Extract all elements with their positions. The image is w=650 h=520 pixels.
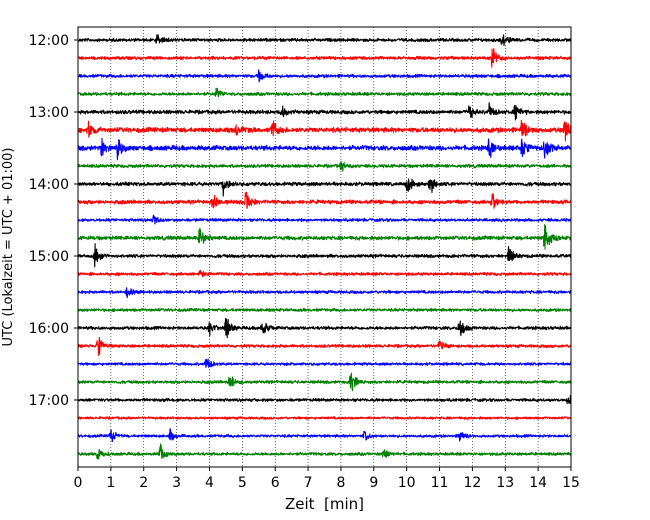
x-tick-label: 9 — [369, 475, 378, 491]
trace-line — [77, 214, 572, 225]
trace-line — [77, 428, 572, 442]
y-tick-label: 17:00 — [29, 393, 69, 409]
trace-line — [77, 243, 572, 268]
y-tick-label: 12:00 — [29, 33, 69, 49]
trace-line — [77, 34, 572, 47]
x-tick-label: 11 — [431, 475, 449, 491]
x-tick-label: 0 — [74, 475, 83, 491]
x-tick-label: 4 — [205, 475, 214, 491]
trace-line — [77, 307, 572, 313]
y-tick-label: 16:00 — [29, 321, 69, 337]
trace-line — [77, 178, 572, 197]
trace-line — [77, 119, 572, 142]
x-axis-label: Zeit [min] — [285, 495, 364, 513]
x-tick-label: 10 — [398, 475, 416, 491]
trace-line — [77, 443, 572, 460]
seismogram-traces — [77, 34, 572, 460]
x-tick-label: 1 — [106, 475, 115, 491]
x-axis-ticks: 0 1 2 3 4 5 6 7 8 9 10 11 12 13 14 15 — [74, 467, 580, 491]
trace-line — [77, 416, 572, 420]
x-tick-label: 13 — [496, 475, 514, 491]
trace-line — [77, 395, 572, 405]
trace-line — [77, 358, 572, 368]
trace-line — [77, 48, 572, 68]
x-tick-label: 5 — [238, 475, 247, 491]
trace-line — [77, 102, 572, 121]
trace-line — [77, 317, 572, 339]
trace-line — [77, 161, 572, 172]
x-tick-label: 8 — [336, 475, 345, 491]
x-tick-label: 12 — [463, 475, 481, 491]
plot-background — [78, 27, 571, 467]
trace-line — [77, 224, 572, 250]
trace-line — [77, 336, 572, 356]
trace-line — [77, 372, 572, 392]
x-tick-label: 6 — [271, 475, 280, 491]
trace-line — [77, 269, 572, 278]
y-tick-label: 15:00 — [29, 249, 69, 265]
trace-line — [77, 191, 572, 210]
vertical-gridlines — [110, 27, 539, 467]
plot-frame — [77, 26, 572, 468]
trace-line — [77, 137, 572, 161]
y-tick-label: 14:00 — [29, 177, 69, 193]
x-tick-label: 3 — [172, 475, 181, 491]
trace-line — [77, 87, 572, 98]
y-tick-label: 13:00 — [29, 105, 69, 121]
x-tick-label: 7 — [304, 475, 313, 491]
trace-line — [77, 287, 572, 299]
y-axis-ticks: 12:00 13:00 14:00 15:00 16:00 17:00 — [29, 33, 78, 409]
x-tick-label: 2 — [139, 475, 148, 491]
x-tick-label: 14 — [529, 475, 547, 491]
y-axis-label: UTC (Lokalzeit = UTC + 01:00) — [1, 148, 16, 347]
trace-line — [77, 69, 572, 83]
x-tick-label: 15 — [562, 475, 580, 491]
